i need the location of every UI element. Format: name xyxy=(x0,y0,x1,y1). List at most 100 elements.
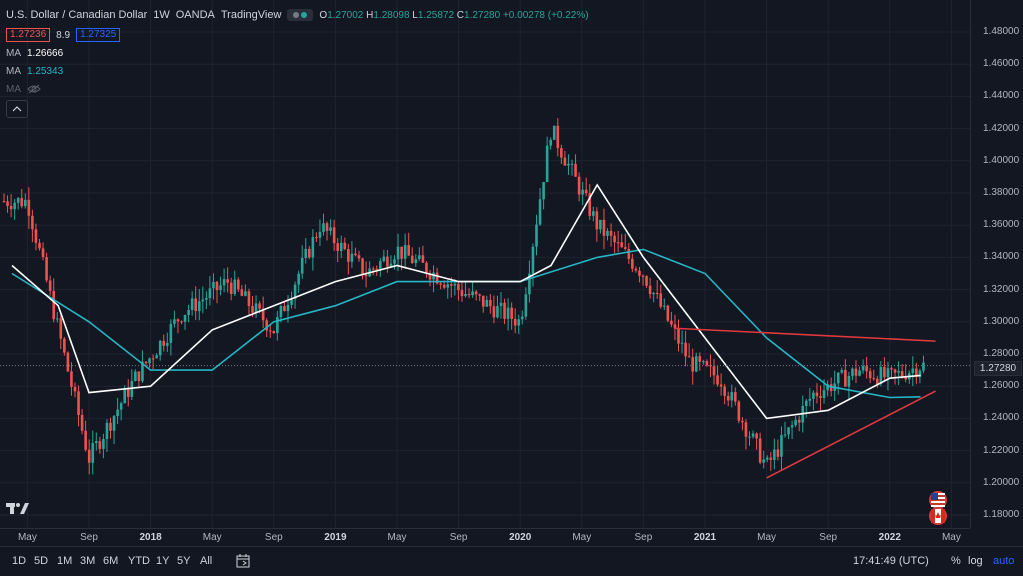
candle-body xyxy=(212,281,215,289)
candle-body xyxy=(620,242,623,248)
candle-body xyxy=(790,425,794,428)
range-button-6m[interactable]: 6M xyxy=(103,555,119,567)
candle-body xyxy=(797,419,801,423)
price-tick-label: 1.48000 xyxy=(983,26,1020,37)
status-indicator[interactable] xyxy=(287,9,314,21)
candle-body xyxy=(876,378,879,385)
candle-body xyxy=(403,245,407,259)
price-chart[interactable] xyxy=(0,0,970,528)
candle-body xyxy=(758,438,762,463)
range-button-1d[interactable]: 1D xyxy=(12,555,27,567)
exchange-label: OANDA xyxy=(175,9,215,21)
price-tick-label: 1.34000 xyxy=(983,251,1020,263)
candle-body xyxy=(197,301,201,312)
candle-body xyxy=(915,368,918,377)
candle-body xyxy=(73,386,77,392)
candle-body xyxy=(233,279,237,294)
candle-body xyxy=(116,409,119,417)
candle-body xyxy=(904,376,907,380)
candle-body xyxy=(87,449,91,463)
candle-body xyxy=(609,230,613,236)
candle-body xyxy=(343,242,347,249)
candle-body xyxy=(535,224,538,247)
candle-body xyxy=(300,258,304,274)
range-button-3m[interactable]: 3M xyxy=(80,555,96,567)
trendline[interactable] xyxy=(674,327,936,342)
tradingview-logo[interactable] xyxy=(6,500,30,516)
time-tick-label: May xyxy=(202,532,222,543)
trendline[interactable] xyxy=(766,390,936,479)
auto-scale-button[interactable]: auto xyxy=(993,555,1015,567)
candle-body xyxy=(31,215,34,230)
candle-body xyxy=(599,219,602,230)
candle-body xyxy=(432,272,435,280)
calendar-range-icon[interactable] xyxy=(236,554,250,568)
candle-body xyxy=(187,309,190,315)
range-button-5y[interactable]: 5Y xyxy=(177,555,191,567)
candle-body xyxy=(584,189,588,194)
candle-body xyxy=(347,248,350,262)
candle-body xyxy=(805,400,808,406)
candle-body xyxy=(481,295,485,307)
ma-fast-line[interactable] xyxy=(11,183,921,420)
symbol-title[interactable]: U.S. Dollar / Canadian Dollar xyxy=(6,9,148,21)
candle-body xyxy=(577,176,581,195)
candle-body xyxy=(734,392,737,402)
candle-body xyxy=(325,223,329,231)
candle-body xyxy=(95,441,98,444)
time-tick-label: May xyxy=(941,532,961,543)
candle-body xyxy=(290,298,293,305)
candle-body xyxy=(59,318,63,339)
candle-body xyxy=(460,290,464,297)
candle-body xyxy=(492,306,496,318)
candle-body xyxy=(439,283,442,285)
candle-body xyxy=(616,242,620,244)
ma-fast-row[interactable]: MA 1.26666 xyxy=(6,44,589,62)
percent-scale-button[interactable]: % xyxy=(951,555,961,567)
time-tick-label: May xyxy=(757,532,777,543)
log-scale-button[interactable]: log xyxy=(968,555,983,567)
candle-body xyxy=(91,443,95,463)
candle-body xyxy=(66,352,70,372)
interval-label[interactable]: 1W xyxy=(153,9,170,21)
candle-body xyxy=(836,372,840,384)
candle-body xyxy=(560,148,563,158)
candle-body xyxy=(425,262,428,274)
candle-body xyxy=(844,369,847,387)
trade-row: 1.27236 8.9 1.27325 xyxy=(6,26,589,44)
candle-body xyxy=(666,305,670,321)
utc-clock[interactable]: 17:41:49 (UTC) xyxy=(853,555,929,567)
candle-body xyxy=(645,276,648,286)
candle-body xyxy=(158,340,162,356)
candle-body xyxy=(219,285,222,291)
buy-price-button[interactable]: 1.27325 xyxy=(76,28,121,42)
candle-body xyxy=(166,342,169,346)
ma-slow-label: MA xyxy=(6,65,21,77)
candle-body xyxy=(414,259,418,263)
candle-body xyxy=(865,366,868,372)
current-price-label: 1.27280 xyxy=(974,361,1022,376)
candle-body xyxy=(379,261,382,269)
ma-slow-row[interactable]: MA 1.25343 xyxy=(6,62,589,80)
candle-body xyxy=(467,293,471,296)
time-axis[interactable]: May Sep 2018 May Sep 2019 May Sep 2020 May Sep 2021… xyxy=(0,528,970,547)
eye-hidden-icon[interactable] xyxy=(27,84,41,94)
collapse-legend-button[interactable] xyxy=(6,100,28,118)
range-button-all[interactable]: All xyxy=(200,555,213,567)
range-button-ytd[interactable]: YTD xyxy=(128,555,150,567)
candle-body xyxy=(883,366,886,378)
candle-body xyxy=(183,314,187,322)
price-axis[interactable]: 1.48000 1.46000 1.44000 1.42000 1.40000 1.380… xyxy=(970,0,1023,528)
sell-price-button[interactable]: 1.27236 xyxy=(6,28,51,42)
range-button-5d[interactable]: 5D xyxy=(34,555,49,567)
range-button-1m[interactable]: 1M xyxy=(57,555,73,567)
chart-pane[interactable] xyxy=(0,0,970,528)
ma-hidden-row[interactable]: MA xyxy=(6,80,589,98)
candle-body xyxy=(769,457,773,460)
price-tick-label: 1.40000 xyxy=(983,154,1020,166)
canada-flag-icon[interactable] xyxy=(929,507,947,525)
ma-slow-line[interactable] xyxy=(11,248,921,399)
candle-body xyxy=(137,371,141,382)
candle-body xyxy=(453,283,457,286)
range-button-1y[interactable]: 1Y xyxy=(156,555,170,567)
